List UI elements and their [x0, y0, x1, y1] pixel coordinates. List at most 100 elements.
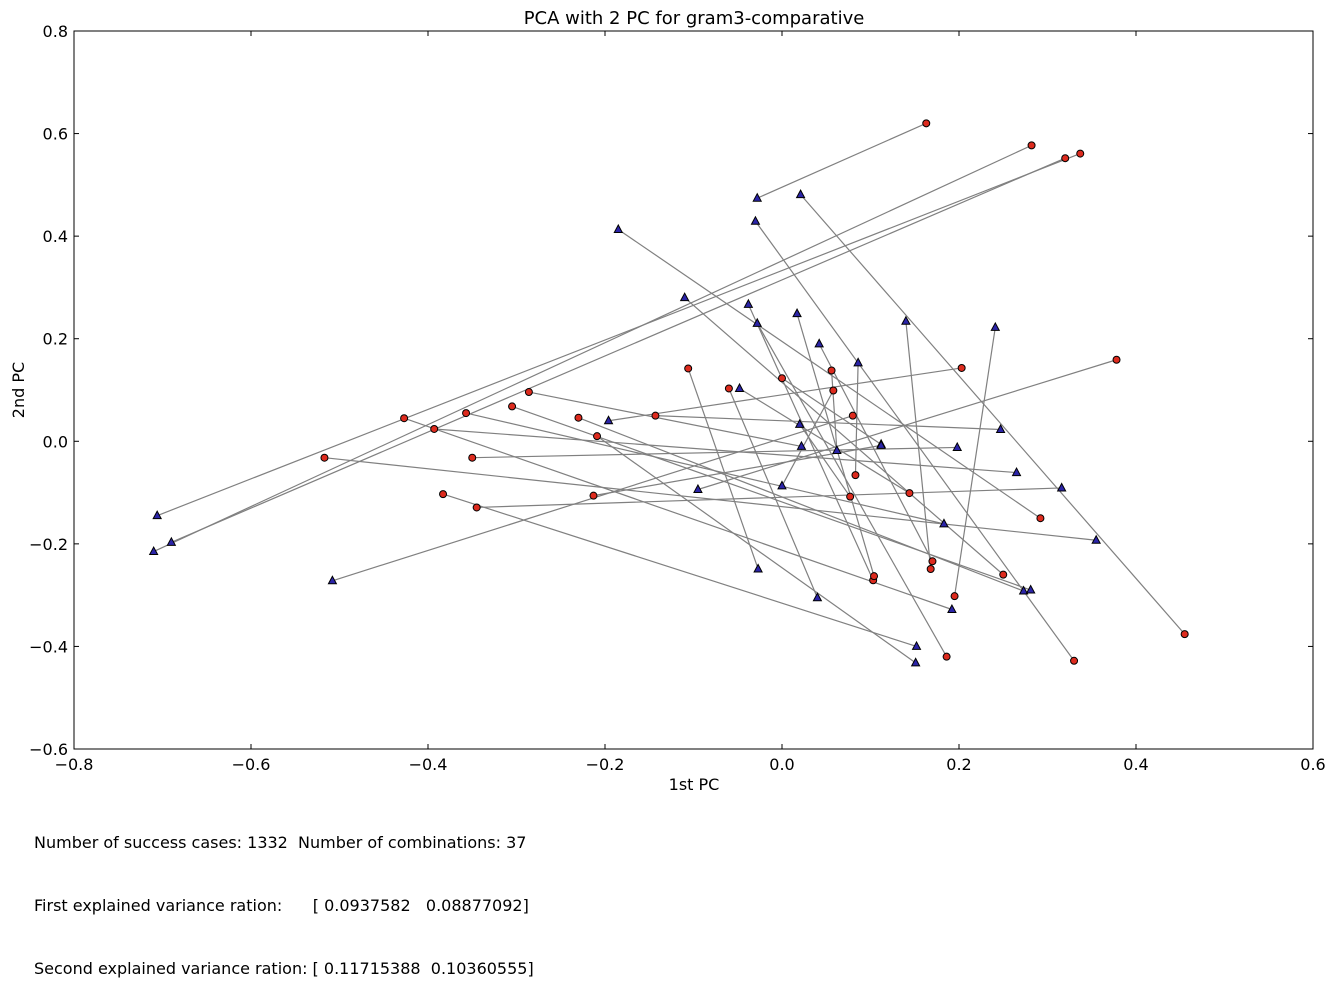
y-tick-label: −0.2: [29, 535, 68, 554]
circle-point: [942, 652, 951, 661]
circle-point: [950, 592, 959, 601]
circle-point: [524, 388, 533, 397]
circle-point: [439, 490, 448, 499]
connection-line: [476, 487, 1062, 509]
circle-point: [472, 503, 481, 512]
circle-point: [1112, 355, 1121, 364]
connection-line: [596, 435, 916, 664]
circle-point: [1180, 630, 1189, 639]
y-tick-label: 0.0: [43, 432, 68, 451]
triangle-point: [796, 440, 807, 450]
connection-line: [442, 493, 917, 647]
triangle-point: [947, 603, 957, 614]
circle-point: [430, 424, 439, 433]
triangle-point: [166, 536, 177, 546]
circle-point: [593, 432, 602, 441]
connection-line: [472, 446, 958, 459]
triangle-point: [679, 292, 690, 302]
triangle-point: [1056, 482, 1067, 492]
circle-point: [462, 409, 471, 418]
circle-point: [926, 564, 935, 573]
triangle-point: [814, 338, 825, 348]
connection-line: [324, 457, 1097, 541]
triangle-point: [750, 215, 761, 225]
circle-point: [922, 119, 931, 128]
circle-point: [400, 414, 409, 423]
x-tick-label: 0.2: [946, 755, 971, 774]
circle-point: [651, 411, 660, 420]
footer-line-success-cases: Number of success cases: 1332 Number of …: [34, 833, 527, 852]
triangle-point: [1025, 584, 1036, 594]
connection-line: [781, 377, 882, 445]
pca-chart: PCA with 2 PC for gram3-comparative −0.8…: [9, 8, 1326, 790]
connection-line: [818, 343, 933, 562]
connection-line: [747, 304, 874, 581]
circle-point: [320, 453, 329, 462]
connection-line: [617, 228, 1041, 519]
circle-point: [827, 366, 836, 375]
x-tick-label: 0.6: [1300, 755, 1325, 774]
triangle-point: [752, 317, 763, 327]
circle-point: [928, 557, 937, 566]
y-tick-label: 0.6: [43, 125, 68, 144]
circle-point: [468, 453, 477, 462]
connection-line: [156, 153, 1081, 517]
circle-point: [829, 386, 838, 395]
connection-lines: [153, 122, 1186, 664]
circle-point: [905, 489, 914, 498]
y-tick-label: −0.4: [29, 637, 68, 656]
triangle-point: [152, 510, 163, 520]
chart-title: PCA with 2 PC for gram3-comparative: [524, 8, 865, 29]
triangle-point: [832, 444, 842, 455]
connection-line: [756, 323, 948, 657]
circle-point: [999, 570, 1008, 579]
connection-line: [697, 359, 1117, 491]
connection-line: [854, 362, 859, 476]
y-tick-label: 0.8: [43, 22, 68, 41]
connection-line: [578, 417, 1024, 592]
connection-line: [434, 428, 1017, 474]
connection-line: [608, 367, 962, 422]
circle-point: [508, 402, 517, 411]
circle-point: [778, 374, 786, 383]
triangle-point: [752, 192, 763, 202]
circle-point: [846, 492, 855, 501]
triangle-point: [853, 357, 863, 367]
y-axis-label: 2nd PC: [9, 362, 28, 418]
triangle-point: [911, 640, 922, 650]
connection-line: [684, 297, 1004, 576]
triangle-point: [995, 423, 1006, 433]
x-tick-label: 0.0: [769, 755, 794, 774]
connection-line: [754, 220, 1075, 662]
triangle-point: [1018, 585, 1029, 595]
triangle-point: [792, 308, 802, 318]
triangle-point: [901, 315, 911, 325]
circle-point: [1036, 514, 1045, 523]
connection-line: [953, 327, 996, 597]
circle-point: [724, 384, 733, 393]
triangle-point: [952, 441, 963, 451]
connection-line: [905, 321, 932, 570]
triangle-point: [812, 592, 823, 602]
connection-line: [655, 415, 1001, 431]
y-axis-ticks: −0.6 −0.4 −0.2 0.0 0.2 0.4 0.6 0.8: [29, 22, 1313, 759]
circle-point: [1076, 149, 1085, 158]
x-tick-label: 0.4: [1123, 755, 1148, 774]
circle-point: [574, 413, 583, 422]
data-markers: [148, 119, 1189, 667]
circle-point: [589, 491, 598, 500]
triangle-point: [1091, 534, 1102, 544]
footer-line-first-variance: First explained variance ration: [ 0.093…: [34, 896, 529, 915]
circle-point: [684, 364, 693, 373]
plot-frame: [73, 30, 1314, 750]
circle-point: [1027, 141, 1036, 150]
triangle-point: [794, 418, 805, 428]
circle-point: [870, 572, 879, 581]
x-tick-label: −0.6: [232, 755, 271, 774]
y-tick-label: −0.6: [29, 740, 68, 759]
connection-line: [687, 368, 759, 570]
x-tick-label: −0.4: [409, 755, 448, 774]
triangle-point: [743, 298, 754, 308]
circle-point: [851, 471, 860, 480]
triangle-point: [910, 657, 921, 667]
